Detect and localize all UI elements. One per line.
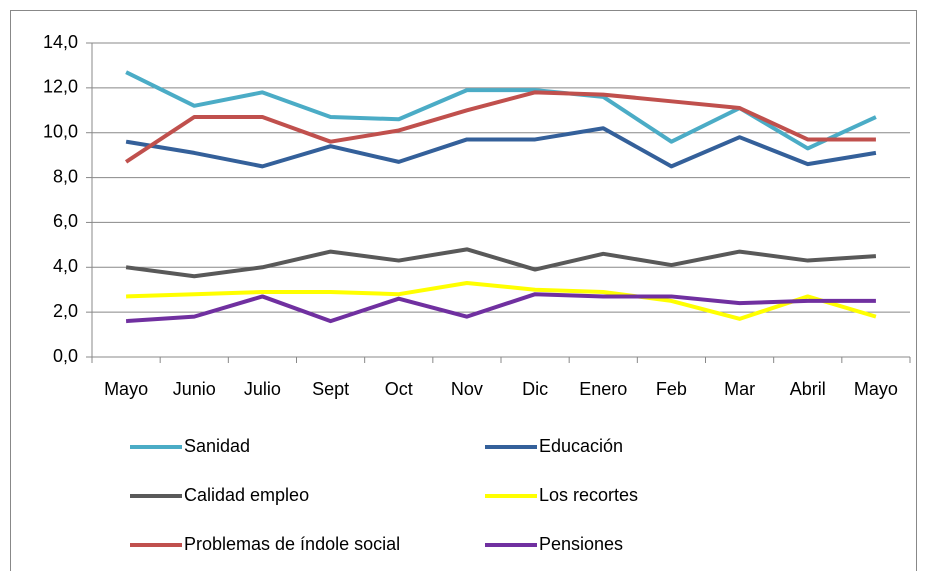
y-tick-label: 14,0 bbox=[43, 32, 78, 52]
x-tick-label: Sept bbox=[312, 379, 349, 399]
series-line bbox=[126, 280, 877, 321]
series-line bbox=[124, 90, 876, 164]
legend-label: Problemas de índole social bbox=[184, 534, 400, 554]
x-tick-label: Julio bbox=[244, 379, 281, 399]
y-tick-label: 0,0 bbox=[53, 346, 78, 366]
x-tick-label: Feb bbox=[656, 379, 687, 399]
y-tick-label: 12,0 bbox=[43, 77, 78, 97]
x-tick-label: Dic bbox=[522, 379, 548, 399]
series-line bbox=[125, 292, 876, 324]
series-line bbox=[125, 247, 877, 279]
x-tick-label: Mayo bbox=[854, 379, 898, 399]
x-tick-label: Nov bbox=[451, 379, 483, 399]
y-tick-label: 8,0 bbox=[53, 166, 78, 186]
series-line bbox=[125, 126, 877, 169]
y-tick-label: 4,0 bbox=[53, 256, 78, 276]
x-tick-label: Oct bbox=[385, 379, 413, 399]
x-tick-label: Enero bbox=[579, 379, 627, 399]
x-tick-label: Junio bbox=[173, 379, 216, 399]
x-tick-label: Mar bbox=[724, 379, 755, 399]
x-tick-label: Abril bbox=[790, 379, 826, 399]
legend-label: Calidad empleo bbox=[184, 485, 309, 505]
y-tick-label: 6,0 bbox=[53, 211, 78, 231]
y-tick-label: 10,0 bbox=[43, 121, 78, 141]
legend-label: Educación bbox=[539, 436, 623, 456]
y-tick-label: 2,0 bbox=[53, 301, 78, 321]
legend-label: Sanidad bbox=[184, 436, 250, 456]
legend-label: Los recortes bbox=[539, 485, 638, 505]
chart-frame bbox=[10, 10, 917, 571]
legend-label: Pensiones bbox=[539, 534, 623, 554]
x-tick-label: Mayo bbox=[104, 379, 148, 399]
